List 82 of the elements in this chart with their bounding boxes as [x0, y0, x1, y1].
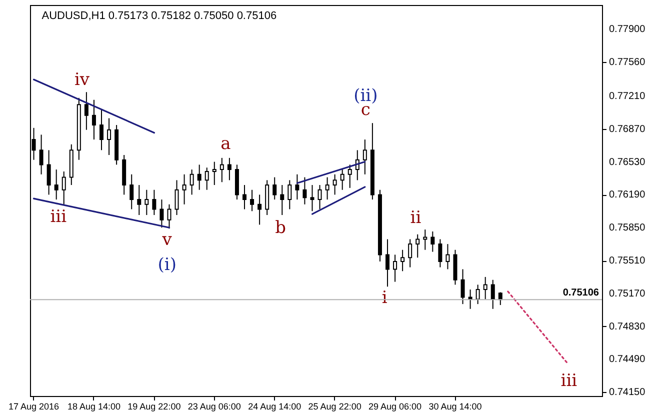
annotation: ii	[410, 208, 422, 228]
x-tick-label: 24 Aug 14:00	[248, 402, 302, 412]
candlestick	[460, 268, 465, 305]
candlestick	[220, 157, 224, 183]
y-tick-label: 0.77210	[609, 90, 646, 102]
candlestick	[446, 244, 450, 270]
candlestick	[490, 279, 495, 310]
candlestick	[483, 276, 488, 300]
candlestick	[92, 99, 96, 140]
candlestick	[310, 184, 314, 212]
candlestick	[242, 184, 246, 210]
candlestick	[212, 161, 216, 186]
candlestick	[167, 204, 172, 230]
annotation: v	[161, 230, 172, 250]
annotation: b	[275, 218, 286, 238]
annotation: iii	[50, 207, 68, 227]
y-tick-label: 0.77900	[609, 24, 646, 36]
candlestick	[46, 150, 51, 196]
candlestick	[498, 292, 502, 306]
candlestick	[107, 118, 112, 156]
y-tick-label: 0.76870	[609, 124, 646, 135]
candlestick	[54, 169, 58, 200]
candlestick	[84, 92, 88, 130]
candlestick	[295, 174, 300, 200]
candlestick	[160, 199, 164, 228]
x-tick-label: 25 Aug 22:00	[308, 402, 362, 412]
candlestick	[423, 229, 428, 250]
candlestick	[227, 157, 232, 181]
candlestick	[325, 176, 330, 200]
y-tick-label: 0.75850	[609, 222, 646, 234]
x-tick-label: 18 Aug 14:00	[67, 402, 121, 412]
candlestick	[280, 184, 284, 216]
candlestick	[272, 176, 277, 200]
candlestick	[318, 184, 322, 210]
candlestick	[190, 169, 194, 196]
x-tick-label: 23 Aug 06:00	[188, 402, 241, 412]
candlestick	[386, 238, 390, 288]
x-tick-label: 30 Aug 14:00	[428, 402, 482, 412]
candlestick	[204, 167, 209, 190]
x-tick-label: 29 Aug 06:00	[368, 402, 422, 412]
candlestick	[288, 180, 292, 210]
candlestick	[174, 180, 179, 216]
annotation: i	[382, 288, 388, 308]
candlestick	[182, 174, 186, 205]
candlestick	[438, 238, 442, 268]
candlestick	[258, 194, 262, 226]
chart-title: AUDUSD,H1 0.75173 0.75182 0.75050 0.75106	[42, 10, 277, 22]
y-tick-label: 0.75510	[609, 256, 646, 267]
y-tick-label: 0.74830	[609, 321, 646, 332]
candlestick	[416, 234, 420, 258]
candlestick	[302, 176, 307, 205]
annotation: (i)	[158, 255, 176, 275]
x-tick-label: 19 Aug 22:00	[128, 402, 181, 412]
ref-line-label: 0.75106	[562, 288, 600, 299]
y-tick-label: 0.74490	[609, 354, 646, 366]
candlestick	[137, 184, 142, 216]
candlestick	[39, 134, 44, 175]
candlestick	[362, 139, 367, 175]
candlestick	[197, 164, 202, 190]
candlestick	[393, 254, 398, 282]
x-tick-label: 17 Aug 2016	[8, 402, 60, 412]
candlestick	[100, 109, 104, 151]
candlestick	[340, 169, 344, 190]
annotation: a	[220, 134, 231, 154]
annotation: iv	[74, 70, 90, 90]
candlestick	[408, 238, 412, 268]
candlestick	[430, 230, 435, 252]
candlestick	[400, 249, 405, 272]
candlestick	[62, 170, 66, 205]
y-tick-label: 0.76190	[609, 190, 646, 201]
candlestick	[332, 174, 337, 196]
candlestick	[348, 164, 352, 188]
y-tick-label: 0.77560	[609, 57, 646, 68]
candlestick	[476, 284, 480, 305]
candlestick	[250, 189, 254, 212]
candlestick	[144, 189, 149, 216]
annotation: iii	[560, 371, 578, 391]
y-tick-label: 0.74150	[609, 387, 646, 398]
y-tick-label: 0.76530	[609, 156, 646, 168]
y-tick-label: 0.75170	[609, 288, 646, 300]
candlestick	[130, 174, 134, 210]
candlestick	[152, 189, 156, 216]
